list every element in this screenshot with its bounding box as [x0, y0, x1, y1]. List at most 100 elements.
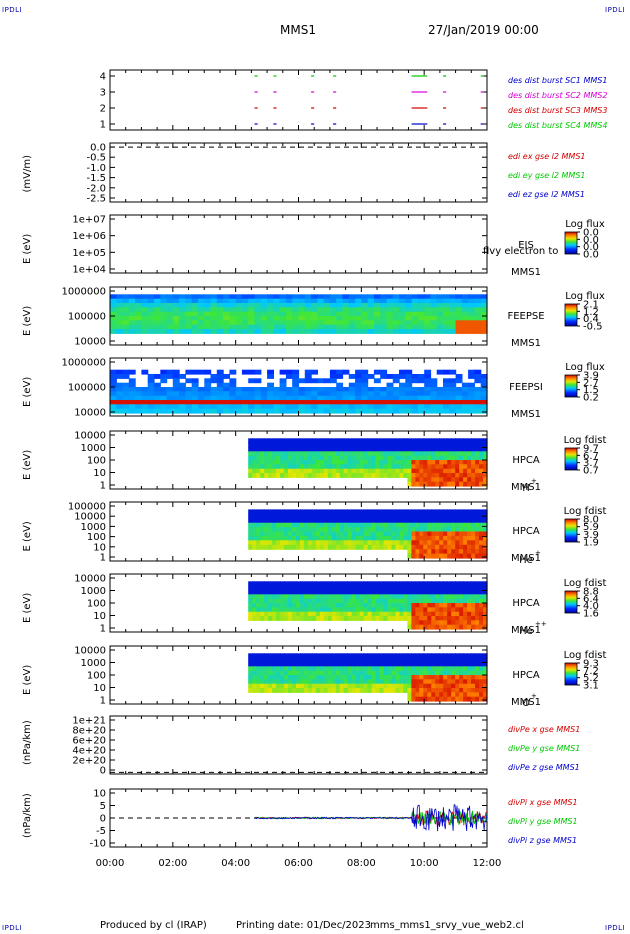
heatmap-cell	[335, 662, 341, 667]
heatmap-cell	[248, 653, 253, 659]
heatmap-cell	[367, 473, 373, 478]
heatmap-cell	[307, 594, 313, 600]
heatmap-cell	[141, 320, 149, 326]
heatmap-cell	[463, 540, 468, 546]
heatmap-cell	[387, 544, 393, 550]
heatmap-cell	[280, 616, 285, 621]
heatmap-cell	[229, 298, 237, 304]
heatmap-cell	[276, 442, 281, 448]
heatmap-cell	[423, 513, 428, 519]
heatmap-cell	[292, 675, 297, 680]
heatmap-cell	[447, 477, 452, 483]
heatmap-cell	[268, 607, 273, 613]
instrument-label: HPCA	[512, 598, 540, 609]
heatmap-cell	[336, 320, 344, 326]
heatmap-cell	[449, 316, 457, 321]
heatmap-cell	[467, 696, 472, 702]
heatmap-cell	[288, 451, 293, 457]
heatmap-cell	[427, 531, 432, 537]
heatmap-cell	[395, 683, 401, 689]
heatmap-cell	[419, 598, 424, 604]
heatmap-cell	[451, 460, 456, 465]
heatmap-cell	[355, 464, 361, 470]
heatmap-cell	[166, 395, 174, 401]
colorbar-tick-label: 9.3	[583, 659, 599, 670]
heatmap-cell	[439, 581, 444, 587]
heatmap-cell	[399, 598, 405, 604]
heatmap-cell	[241, 369, 249, 375]
colorbar-tick-label: 3.9	[583, 371, 599, 382]
heatmap-cell	[331, 473, 337, 478]
heatmap-cell	[280, 666, 285, 672]
heatmap-cell	[379, 522, 385, 528]
y-tick-label: 10000	[74, 431, 106, 442]
heatmap-cell	[315, 607, 321, 613]
heatmap-cell	[303, 522, 309, 528]
heatmap-cell	[361, 400, 369, 405]
heatmap-cell	[451, 509, 456, 515]
heatmap-cell	[415, 666, 420, 672]
heatmap-cell	[315, 581, 321, 587]
heatmap-cell	[229, 303, 237, 308]
heatmap-cell	[475, 553, 480, 559]
heatmap-cell	[391, 657, 397, 663]
heatmap-cell	[285, 303, 293, 308]
y-tick-label: 10000	[74, 574, 106, 585]
heatmap-cell	[387, 540, 393, 546]
heatmap-cell	[335, 653, 341, 659]
heatmap-cell	[331, 518, 337, 524]
heatmap-cell	[427, 473, 432, 478]
heatmap-cell	[480, 378, 488, 384]
heatmap-cell	[329, 316, 337, 321]
heatmap-cell	[329, 408, 337, 414]
heatmap-cell	[463, 624, 468, 630]
heatmap-cell	[256, 447, 261, 452]
heatmap-cell	[367, 311, 375, 317]
heatmap-cell	[427, 468, 432, 474]
heatmap-cell	[288, 544, 293, 550]
heatmap-cell	[272, 653, 277, 659]
heatmap-cell	[280, 607, 285, 613]
heatmap-cell	[292, 464, 297, 470]
heatmap-cell	[380, 311, 388, 317]
y-tick-label: 10000	[74, 646, 106, 657]
heatmap-cell	[264, 683, 269, 689]
heatmap-cell	[323, 387, 331, 392]
heatmap-cell	[284, 513, 289, 519]
heatmap-cell	[343, 455, 349, 461]
heatmap-cell	[423, 527, 428, 533]
heatmap-cell	[292, 679, 297, 685]
heatmap-cell	[300, 468, 305, 474]
heatmap-cell	[298, 395, 306, 401]
heatmap-cell	[298, 404, 306, 410]
heatmap-cell	[399, 518, 405, 524]
heatmap-cell	[317, 408, 325, 414]
heatmap-cell	[443, 298, 450, 304]
heatmap-cell	[296, 603, 301, 608]
heatmap-cell	[480, 408, 488, 414]
heatmap-cell	[447, 451, 452, 457]
heatmap-cell	[260, 468, 265, 474]
heatmap-cell	[327, 522, 333, 528]
heatmap-cell	[415, 553, 420, 559]
colorbar-tick-label: 2.7	[583, 378, 599, 389]
heatmap-cell	[403, 540, 408, 546]
heatmap-cell	[329, 374, 337, 379]
heatmap-cell	[355, 598, 361, 604]
heatmap-cell	[292, 387, 300, 392]
heatmap-cell	[391, 683, 397, 689]
heatmap-cell	[479, 670, 484, 676]
heatmap-cell	[128, 316, 136, 321]
heatmap-cell	[279, 382, 287, 388]
heatmap-cell	[461, 298, 469, 304]
heatmap-cell	[343, 585, 349, 591]
heatmap-cell	[395, 598, 401, 604]
heatmap-cell	[235, 404, 243, 410]
heatmap-cell	[280, 540, 285, 546]
heatmap-cell	[371, 662, 377, 667]
heatmap-cell	[135, 391, 142, 397]
heatmap-cell	[392, 329, 400, 334]
heatmap-cell	[343, 531, 349, 537]
heatmap-cell	[223, 311, 230, 317]
heatmap-cell	[285, 395, 293, 401]
